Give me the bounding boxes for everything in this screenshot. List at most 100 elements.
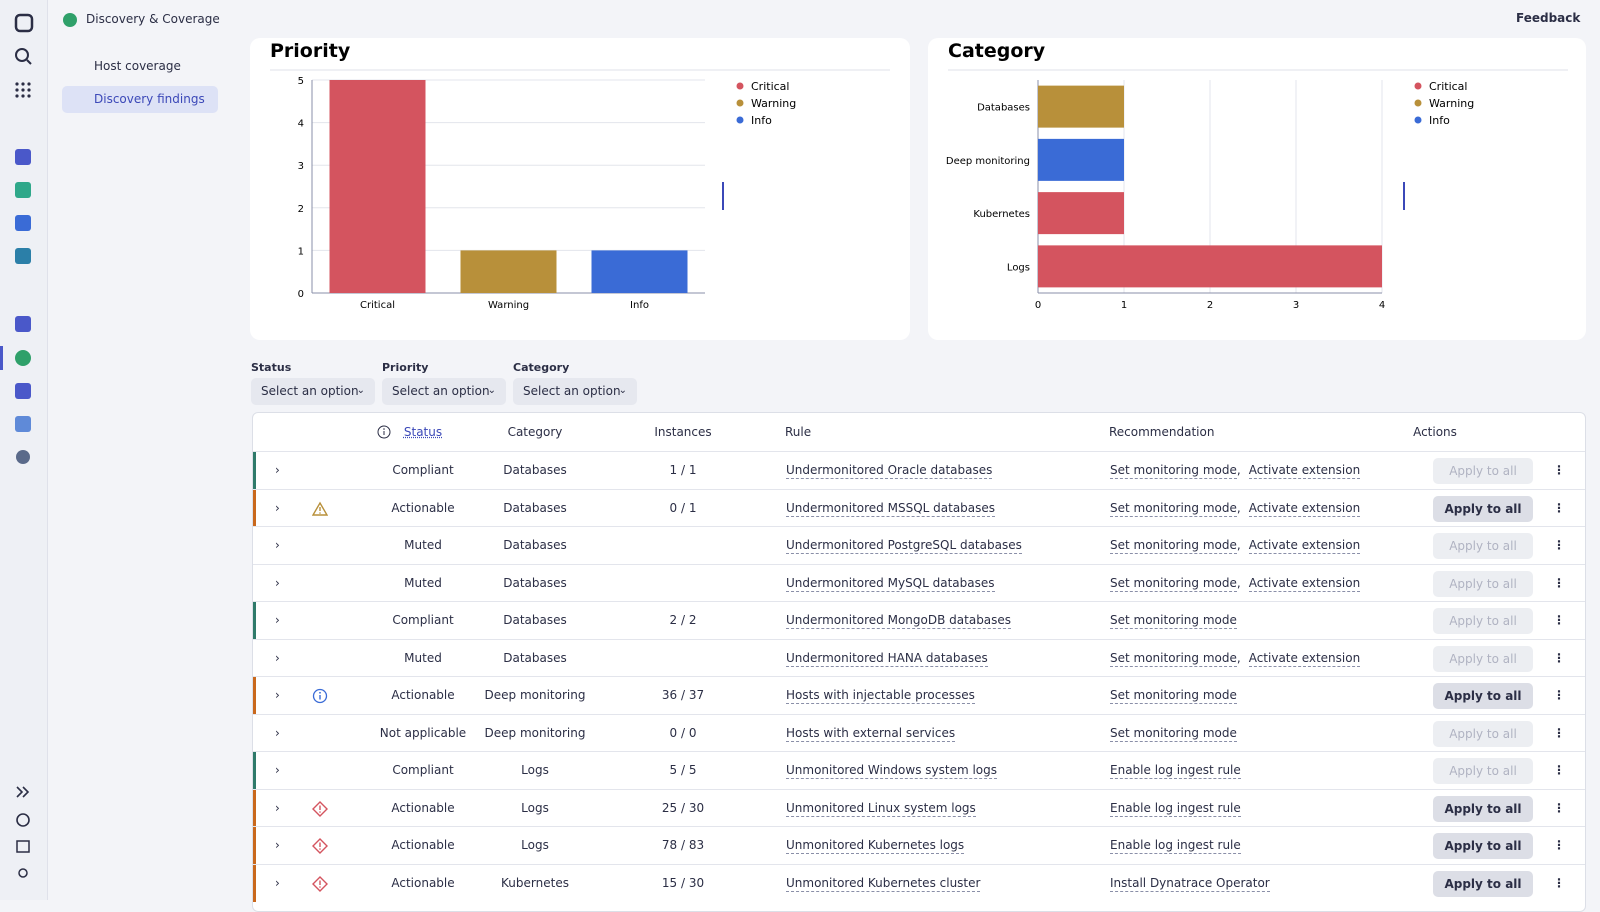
category: Kubernetes (501, 875, 569, 890)
row-menu[interactable]: ⋮ (1553, 463, 1565, 477)
filter-select[interactable]: Select an option ⌄ (382, 378, 506, 405)
recommendation-link[interactable]: Activate extension (1248, 575, 1361, 592)
findings-table: Status Category Instances Rule Recommendatio… (252, 412, 1586, 912)
row-menu[interactable]: ⋮ (1553, 838, 1565, 852)
apply-button[interactable]: Apply to all (1433, 795, 1533, 822)
recommendation-link[interactable]: Set monitoring mode (1110, 613, 1237, 629)
status-accent (253, 677, 256, 715)
recommendation-link[interactable]: Set monitoring mode (1110, 688, 1237, 704)
apply-button[interactable]: Apply to all (1433, 570, 1533, 597)
expand-chevron[interactable]: › (275, 538, 280, 552)
apply-button[interactable]: Apply to all (1433, 758, 1533, 784)
row-menu[interactable]: ⋮ (1553, 575, 1565, 590)
rule-link[interactable]: Hosts with external services (786, 725, 956, 742)
apply-button[interactable]: Apply to all (1433, 683, 1533, 709)
recommendation-link[interactable]: Set monitoring mode (1110, 463, 1237, 479)
chevron: ⌄ (356, 385, 365, 396)
apply-button[interactable]: Apply to all (1433, 833, 1533, 859)
recommendation-link[interactable]: Activate extension (1248, 650, 1361, 667)
x-tick-label: Critical (360, 300, 395, 311)
recommendation-link[interactable]: Activate extension (1248, 500, 1361, 517)
expand-chevron[interactable]: › (275, 650, 280, 665)
category: Databases (503, 538, 567, 552)
nav-item[interactable]: Host coverage (94, 59, 181, 73)
recommendation-link[interactable]: Install Dynatrace Operator (1110, 875, 1270, 892)
rule-link[interactable]: Unmonitored Kubernetes cluster (786, 875, 981, 892)
column-header: Rule (785, 425, 812, 439)
recommendation-link[interactable]: Activate extension (1248, 463, 1361, 479)
expand-chevron[interactable]: › (275, 725, 280, 740)
feedback[interactable]: Feedback (1516, 11, 1581, 25)
table-row: › Muted Databases Undermonitored PostgreSQL… (253, 526, 1585, 564)
row-menu[interactable]: ⋮ (1553, 800, 1565, 815)
apply-button[interactable]: Apply to all (1433, 870, 1533, 897)
rule-link[interactable]: Unmonitored Kubernetes logs (786, 838, 965, 854)
rule-link[interactable]: Undermonitored HANA databases (786, 650, 988, 667)
table-row: › Compliant Logs 5 / 5 Unmonitored Windows s… (253, 751, 1585, 790)
recommendation-link[interactable]: Enable log ingest rule (1110, 800, 1241, 817)
instances: 2 / 2 (669, 613, 697, 627)
recommendation-link[interactable]: Set monitoring mode (1110, 538, 1237, 554)
table-row: › Not applicable Deep monitoring 0 / 0 Hosts… (253, 713, 1585, 752)
expand-chevron[interactable]: › (275, 688, 280, 702)
category: Logs (521, 838, 549, 852)
row-menu[interactable]: ⋮ (1553, 538, 1565, 552)
row-menu[interactable]: ⋮ (1553, 500, 1565, 515)
table-row: › Muted Databases Undermonitored MySQL data… (253, 563, 1585, 602)
rule-link[interactable]: Unmonitored Linux system logs (786, 800, 976, 817)
apply-button[interactable]: Apply to all (1433, 495, 1533, 522)
column-header: Category (507, 425, 563, 439)
expand-chevron[interactable]: › (275, 763, 280, 777)
rule-link[interactable]: Undermonitored Oracle databases (786, 463, 993, 479)
apply-button[interactable]: Apply to all (1433, 645, 1533, 672)
y-tick-label: 2 (298, 204, 304, 215)
instances: 36 / 37 (661, 688, 705, 702)
row-menu[interactable]: ⋮ (1553, 613, 1565, 627)
filter-select[interactable]: Select an option ⌄ (251, 378, 375, 405)
recommendation-link[interactable]: Set monitoring mode (1110, 575, 1237, 592)
recommendation-link[interactable]: Set monitoring mode (1110, 650, 1237, 667)
x-tick-label: Warning (488, 300, 529, 311)
rule: Unmonitored Kubernetes logs (786, 827, 965, 865)
rule-link[interactable]: Hosts with injectable processes (786, 688, 975, 704)
category: Deep monitoring (484, 688, 586, 702)
rule: Hosts with injectable processes (786, 677, 975, 715)
recommendation-link[interactable]: Enable log ingest rule (1110, 763, 1241, 779)
expand-chevron[interactable]: › (275, 875, 280, 890)
row-menu[interactable]: ⋮ (1553, 688, 1565, 702)
rule-link[interactable]: Undermonitored PostgreSQL databases (786, 538, 1022, 554)
filter-select[interactable]: Select an option ⌄ (513, 378, 637, 405)
status: Not applicable (379, 725, 467, 740)
x-tick-label: 1 (1121, 300, 1127, 311)
rule-link[interactable]: Undermonitored MongoDB databases (786, 613, 1012, 629)
bar (329, 80, 426, 293)
rule-link[interactable]: Undermonitored MSSQL databases (786, 500, 996, 517)
row-menu[interactable]: ⋮ (1553, 650, 1565, 665)
expand-chevron[interactable]: › (275, 613, 280, 627)
status-accent (253, 827, 256, 865)
category: Databases (503, 463, 567, 477)
y-tick-label: 5 (298, 76, 304, 87)
recommendation-link[interactable]: Activate extension (1248, 538, 1361, 554)
expand-chevron[interactable]: › (275, 800, 280, 815)
recommendation-link[interactable]: Set monitoring mode (1110, 725, 1237, 742)
row-menu[interactable]: ⋮ (1553, 725, 1565, 740)
table-row: › Compliant Databases 1 / 1 Undermonitored O… (253, 451, 1585, 490)
apply-button[interactable]: Apply to all (1433, 533, 1533, 559)
apply-button[interactable]: Apply to all (1433, 720, 1533, 747)
recommendation-link[interactable]: Enable log ingest rule (1110, 838, 1241, 854)
nav-item-active[interactable]: Discovery findings (62, 86, 218, 113)
apply-button[interactable]: Apply to all (1433, 608, 1533, 634)
expand-chevron[interactable]: › (275, 463, 280, 477)
expand-chevron[interactable]: › (275, 838, 280, 852)
rule-link[interactable]: Unmonitored Windows system logs (786, 763, 998, 779)
recommendation-link[interactable]: Set monitoring mode (1110, 500, 1237, 517)
expand-chevron[interactable]: › (275, 575, 280, 590)
chart-title: Priority (270, 40, 351, 62)
row-menu[interactable]: ⋮ (1553, 875, 1565, 890)
apply-button[interactable]: Apply to all (1433, 458, 1533, 484)
rule-link[interactable]: Undermonitored MySQL databases (786, 575, 995, 592)
expand-chevron[interactable]: › (275, 500, 280, 515)
row-menu[interactable]: ⋮ (1553, 763, 1565, 777)
